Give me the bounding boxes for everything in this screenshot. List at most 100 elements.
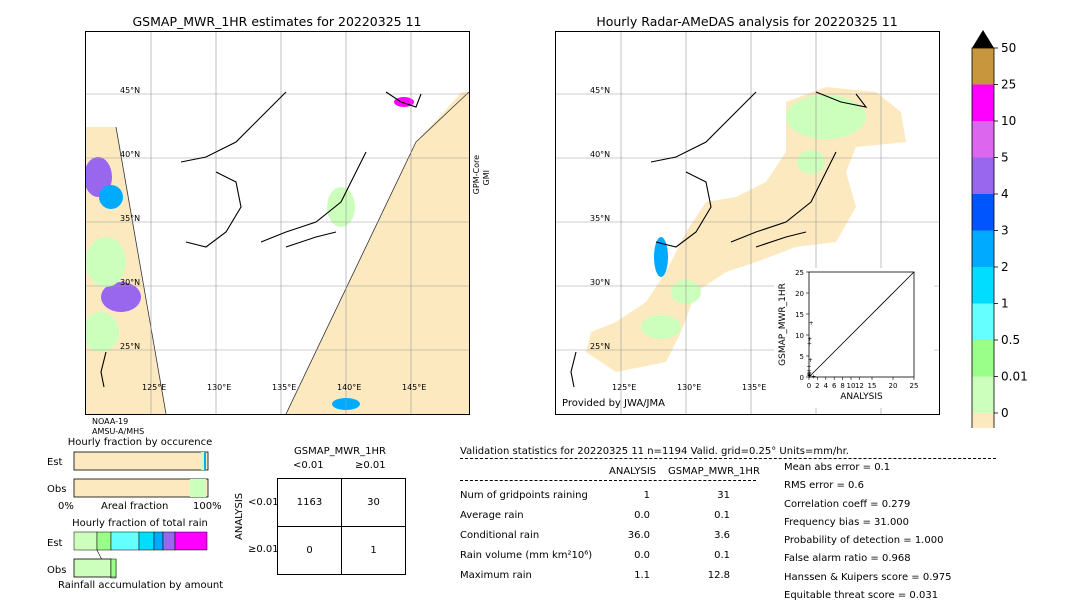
scatter-y-tick: 10: [795, 332, 804, 340]
colorbar-label: 3: [1001, 224, 1009, 238]
colorbar-label: 0.01: [1001, 370, 1028, 384]
score-bias: Frequency bias = 31.000: [784, 516, 910, 528]
total-rain-obs-bar: [73, 558, 112, 578]
colorbar: 50 25 10 5 4 3 2 1 0.5 0.01 0: [971, 30, 1028, 428]
validation-rows: Num of gridpoints raining 1 31 Average r…: [460, 490, 760, 590]
lon-label: 140°E: [337, 383, 362, 392]
colorbar-segment: [972, 121, 994, 158]
score-mae: Mean abs error = 0.1: [784, 462, 891, 473]
rain-area: [641, 315, 681, 339]
validation-row: Conditional rain 36.0 3.6: [460, 530, 730, 541]
right-map: 45°N 40°N 35°N 30°N 25°N 125°E 130°E 135…: [555, 31, 940, 415]
score-pod: Probability of detection = 1.000: [784, 535, 944, 547]
total-rain-obs-label: Obs: [47, 565, 67, 576]
colorbar-extend-arrow: [972, 30, 994, 48]
scores-list: Mean abs error = 0.1 RMS error = 0.6 Cor…: [784, 462, 1024, 608]
credit-label: Provided by JWA/JMA: [562, 398, 665, 409]
colorbar-segment: [972, 194, 994, 231]
left-map: 45°N 40°N 35°N 30°N 25°N 125°E 130°E 135…: [85, 31, 470, 415]
occurrence-100-label: 100%: [193, 501, 222, 512]
contingency-col-0: <0.01: [293, 460, 324, 471]
contingency-table: 1163 30 0 1: [277, 478, 406, 575]
colorbar-segment: [972, 84, 994, 121]
lon-label: 145°E: [402, 383, 427, 392]
scatter-x-tick: 4: [824, 382, 829, 390]
score-hk: Hanssen & Kuipers score = 0.975: [784, 571, 952, 583]
side-label-gmi: GMI: [482, 170, 491, 186]
rain-area: [86, 312, 119, 352]
total-rain-est-label: Est: [47, 538, 63, 549]
contingency-title: GSMAP_MWR_1HR: [294, 446, 386, 457]
scatter-x-tick: 2: [815, 382, 819, 390]
occurrence-0-label: 0%: [58, 501, 74, 512]
rain-area: [99, 185, 123, 209]
scatter-xlabel: ANALYSIS: [840, 392, 883, 402]
colorbar-segment: [972, 157, 994, 194]
total-rain-bars: [73, 531, 208, 579]
lat-label: 45°N: [120, 86, 141, 95]
scatter-inset: 0 2 4 6 8 10 12 15 20 250510152025++++++++++++ANA…: [774, 268, 934, 408]
colorbar-label: 0.5: [1001, 333, 1020, 347]
contingency-cell: 1163: [277, 478, 342, 527]
rain-area: [101, 282, 141, 312]
validation-divider: [460, 458, 996, 459]
contingency-cell: 30: [341, 478, 406, 527]
colorbar-segment: [972, 267, 994, 304]
lat-label: 35°N: [590, 214, 611, 223]
rain-area: [654, 237, 668, 277]
scatter-x-tick: 6: [832, 382, 837, 390]
lon-label: 130°E: [207, 383, 232, 392]
coastline: [570, 91, 868, 388]
scatter-y-tick: 25: [795, 269, 804, 277]
scatter-x-tick: 10: [847, 382, 856, 390]
contingency-col-1: ≥0.01: [355, 460, 386, 471]
lat-label: 40°N: [590, 150, 611, 159]
occurrence-est-bar: [73, 451, 209, 471]
total-rain-title: Hourly fraction of total rain: [72, 518, 208, 529]
scatter-point: +: [807, 340, 812, 347]
lon-label: 125°E: [612, 383, 637, 392]
scatter-diagonal: [808, 271, 915, 378]
occurrence-obs-label: Obs: [47, 484, 67, 495]
occurrence-obs-bar: [73, 478, 209, 498]
lon-label: 135°E: [272, 383, 297, 392]
colorbar-segment: [972, 376, 994, 413]
scatter-x-tick: 25: [910, 382, 919, 390]
validation-row: Rain volume (mm km²10⁶) 0.0 0.1: [460, 550, 730, 561]
validation-col-analysis: ANALYSIS: [609, 466, 657, 477]
contingency-row-0: <0.01: [248, 497, 279, 508]
colorbar-label: 25: [1001, 78, 1016, 92]
lat-label: 40°N: [120, 150, 141, 159]
scatter-point: +: [806, 371, 811, 378]
colorbar-label: 10: [1001, 114, 1016, 128]
validation-row: Num of gridpoints raining 1 31: [460, 490, 730, 501]
lon-label: 130°E: [677, 383, 702, 392]
colorbar-label: 0: [1001, 406, 1009, 420]
lon-label: 135°E: [742, 383, 767, 392]
scatter-x-tick: 15: [868, 382, 877, 390]
scatter-point: +: [806, 372, 811, 379]
colorbar-label: 50: [1001, 41, 1016, 55]
occurrence-est-label: Est: [47, 457, 63, 468]
scatter-y-tick: 0: [800, 374, 804, 382]
scatter-point: +: [806, 368, 811, 375]
colorbar-segment: [972, 48, 994, 85]
scatter-point: +: [809, 320, 814, 327]
contingency-cell: 0: [277, 526, 342, 575]
contingency-row-1: ≥0.01: [248, 544, 279, 555]
validation-col-gsmap: GSMAP_MWR_1HR: [668, 466, 760, 477]
score-far: False alarm ratio = 0.968: [784, 553, 911, 565]
right-map-title: Hourly Radar-AMeDAS analysis for 2022032…: [596, 14, 898, 29]
bottom-label-amsu: AMSU-A/MHS: [92, 427, 145, 436]
score-ets: Equitable threat score = 0.031: [784, 590, 939, 602]
occurrence-bars: [73, 451, 209, 498]
contingency-cell: 1: [341, 526, 406, 575]
occurrence-est-segment: [204, 452, 206, 470]
colorbar-segment: [972, 413, 994, 428]
scatter-point: +: [806, 373, 811, 380]
scatter-y-tick: 20: [795, 290, 804, 298]
colorbar-label: 4: [1001, 187, 1009, 201]
occurrence-title: Hourly fraction by occurence: [67, 437, 213, 448]
scatter-x-tick: 8: [840, 382, 844, 390]
lat-label: 35°N: [120, 214, 141, 223]
